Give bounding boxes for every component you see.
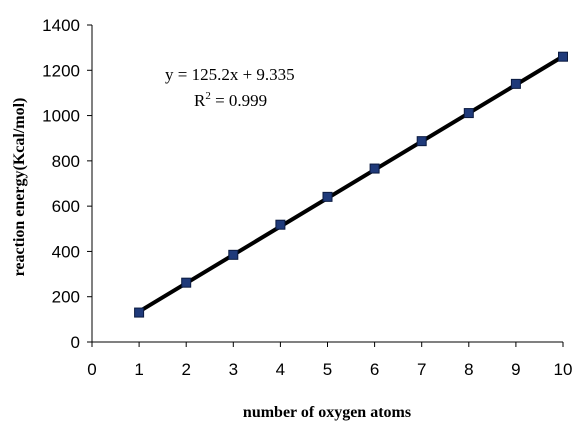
data-point bbox=[369, 163, 380, 174]
r-squared-label: R2 = 0.999 bbox=[194, 90, 267, 110]
y-tick-label: 1400 bbox=[42, 16, 80, 35]
x-tick-label: 10 bbox=[554, 360, 573, 379]
x-axis-title: number of oxygen atoms bbox=[243, 404, 411, 421]
data-point bbox=[134, 307, 145, 318]
y-tick-label: 600 bbox=[52, 197, 80, 216]
y-axis-title: reaction energy(Kcal/mol) bbox=[11, 98, 28, 277]
y-tick-label: 200 bbox=[52, 288, 80, 307]
data-point bbox=[463, 108, 474, 119]
x-tick-label: 3 bbox=[229, 360, 238, 379]
data-point bbox=[322, 191, 333, 202]
x-tick-label: 0 bbox=[87, 360, 96, 379]
y-tick-label: 1000 bbox=[42, 107, 80, 126]
data-point bbox=[275, 219, 286, 230]
y-tick-label: 800 bbox=[52, 152, 80, 171]
y-tick-label: 400 bbox=[52, 242, 80, 261]
x-tick-label: 9 bbox=[511, 360, 520, 379]
x-tick-label: 1 bbox=[134, 360, 143, 379]
r-squared-value: = 0.999 bbox=[211, 91, 267, 110]
trendline bbox=[137, 54, 565, 314]
data-point bbox=[181, 277, 192, 288]
x-ticks: 0 1 2 3 4 5 6 7 8 9 10 bbox=[87, 342, 572, 379]
y-ticks: 0 200 400 600 800 1000 1200 1400 bbox=[42, 16, 92, 352]
y-tick-label: 0 bbox=[71, 333, 80, 352]
x-tick-label: 5 bbox=[323, 360, 332, 379]
equation-label: y = 125.2x + 9.335 bbox=[165, 65, 295, 84]
data-point bbox=[558, 51, 568, 62]
x-tick-label: 7 bbox=[417, 360, 426, 379]
axes bbox=[91, 25, 563, 343]
x-tick-label: 6 bbox=[370, 360, 379, 379]
x-tick-label: 2 bbox=[181, 360, 190, 379]
y-tick-label: 1200 bbox=[42, 61, 80, 80]
x-tick-label: 8 bbox=[464, 360, 473, 379]
data-points bbox=[134, 51, 568, 318]
x-tick-label: 4 bbox=[276, 360, 285, 379]
data-point bbox=[416, 136, 427, 147]
r-squared-prefix: R bbox=[194, 91, 206, 110]
data-point bbox=[510, 78, 521, 89]
trendline-group bbox=[137, 54, 565, 314]
data-point bbox=[228, 249, 239, 260]
r-squared-superscript: 2 bbox=[205, 90, 211, 102]
